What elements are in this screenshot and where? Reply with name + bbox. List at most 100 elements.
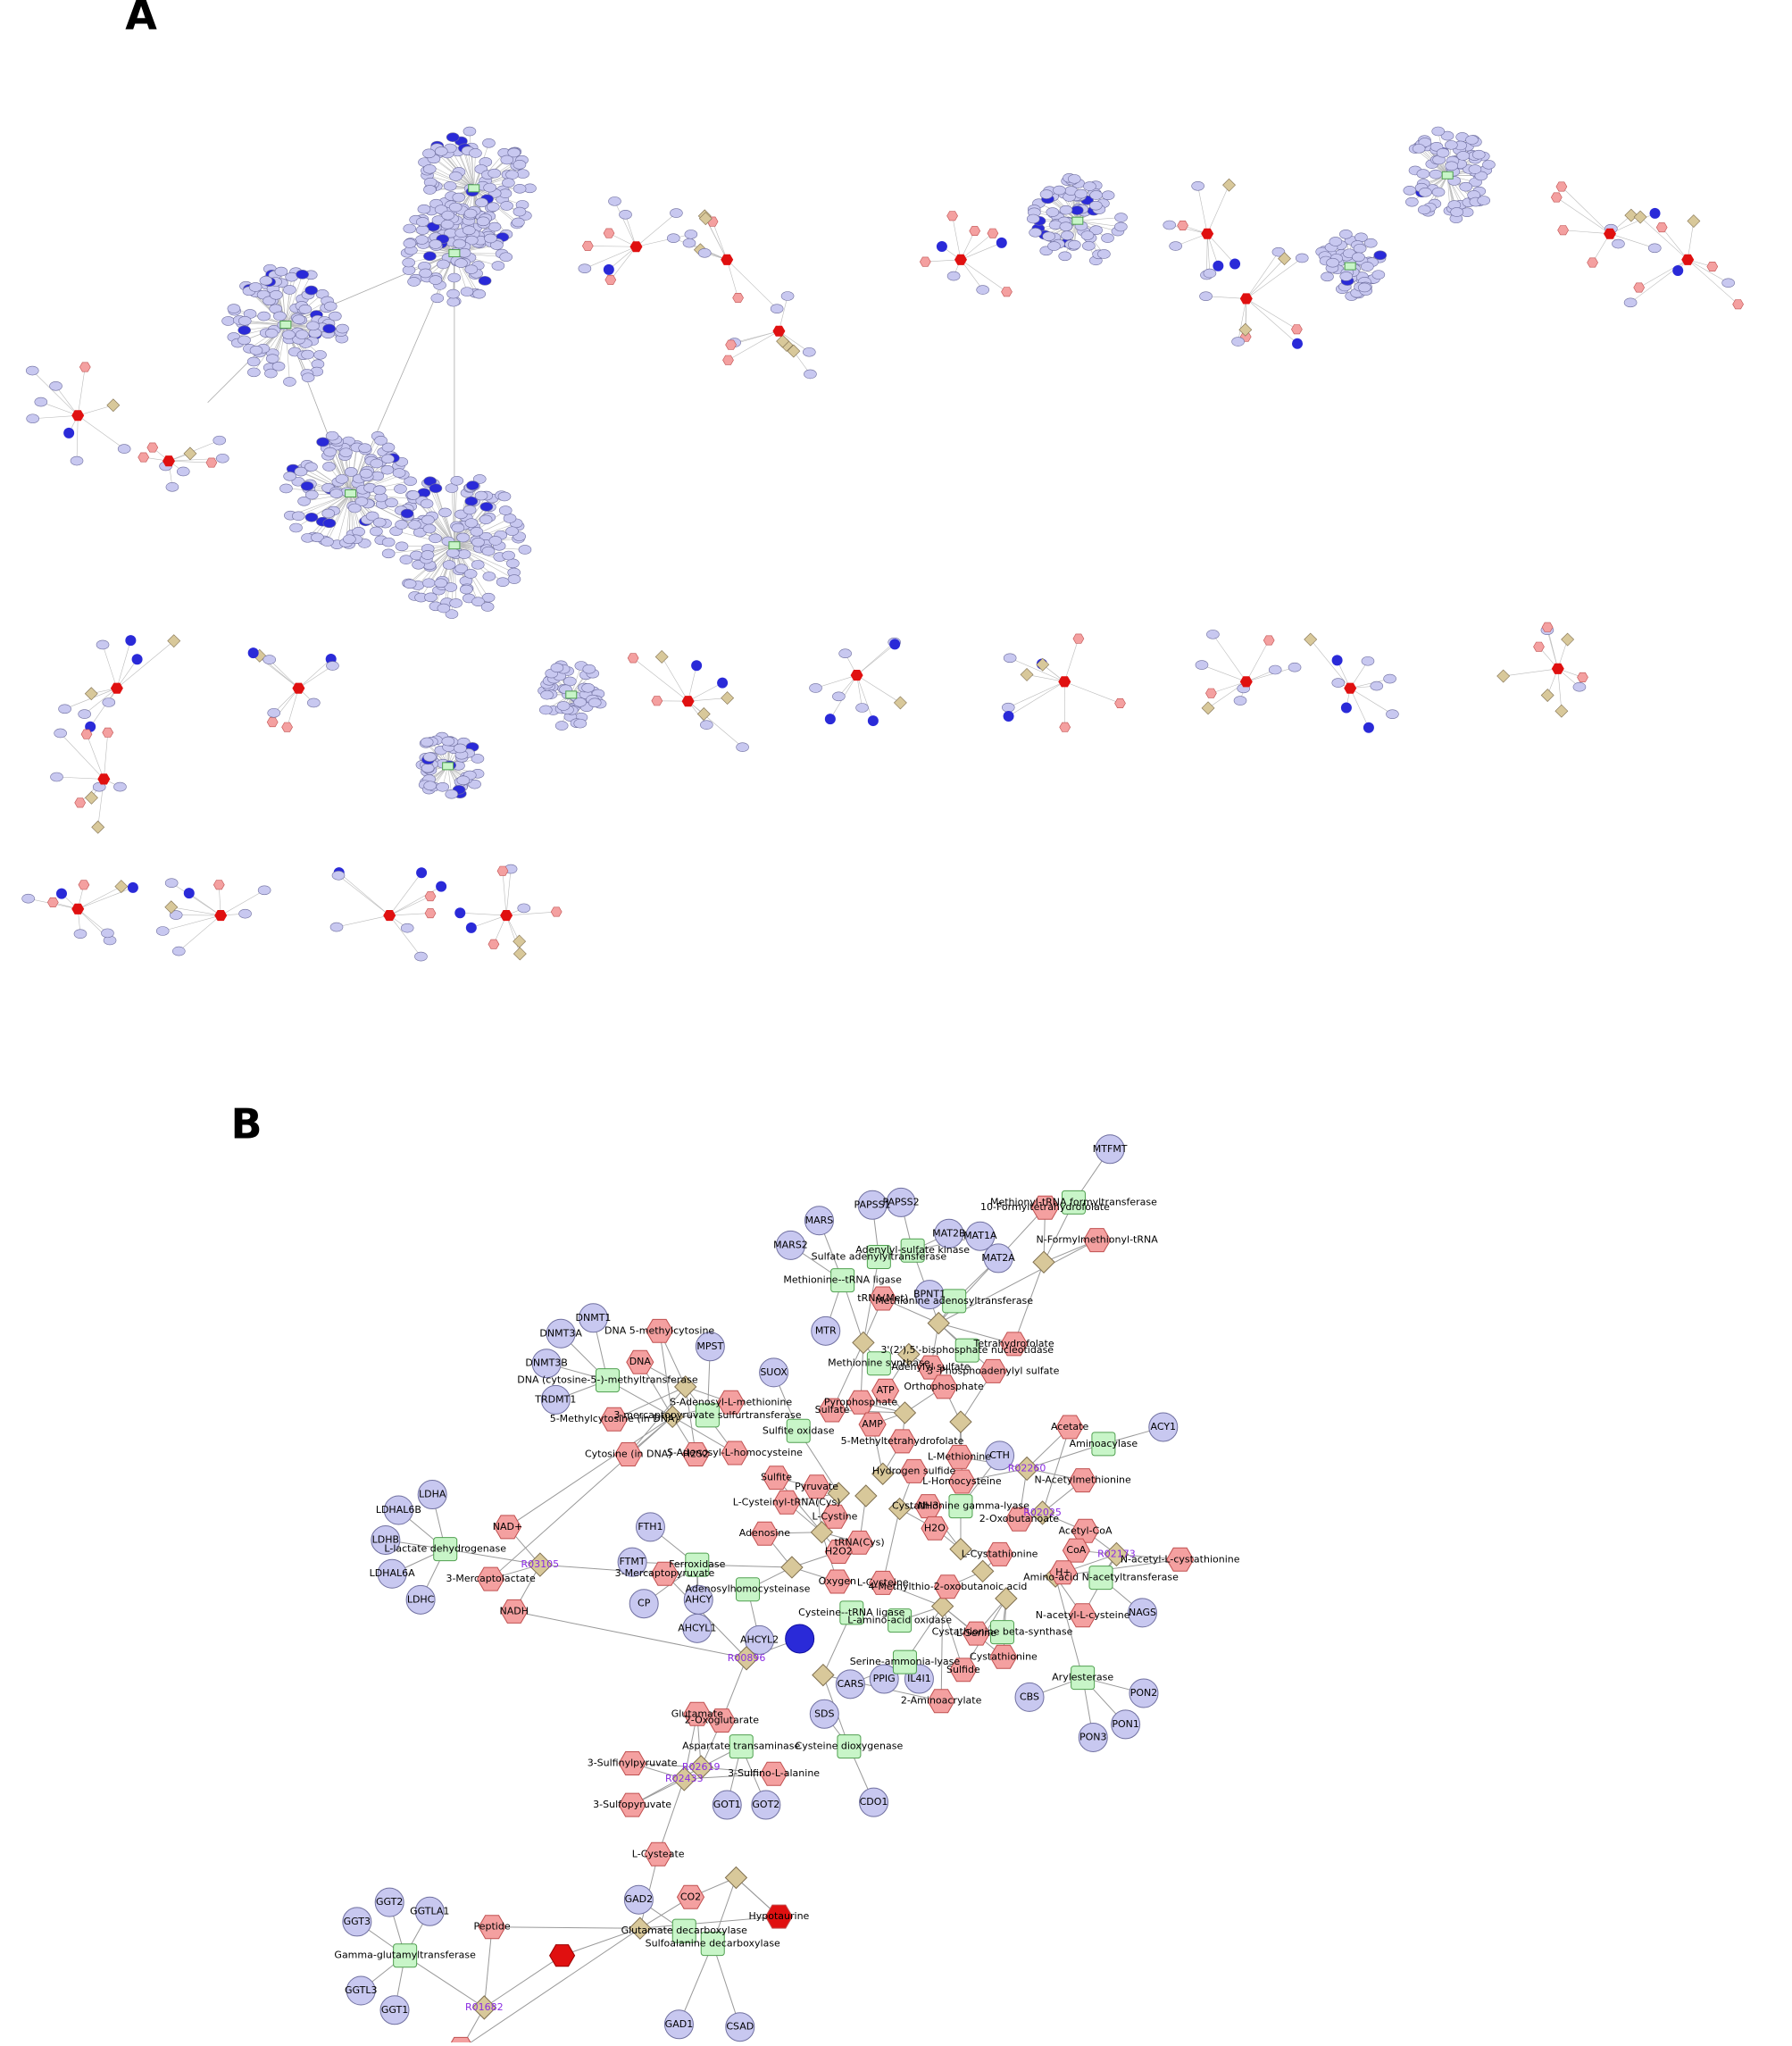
- overview-node: [418, 205, 430, 213]
- overview-metabolite: [1551, 193, 1562, 202]
- overview-node: [1451, 207, 1463, 216]
- overview-node: [213, 436, 226, 445]
- overview-node: [422, 579, 435, 588]
- overview-node: [424, 593, 437, 602]
- overview-node: [54, 729, 67, 738]
- overview-node: [1612, 239, 1624, 248]
- overview-node: [156, 927, 169, 936]
- overview-node: [1206, 630, 1219, 639]
- overview-node: [1371, 681, 1383, 690]
- overview-node: [1419, 188, 1431, 196]
- overview-metabolite: [81, 730, 92, 739]
- protein-label: PAPSS2: [883, 1196, 920, 1207]
- protein-label: MPST: [696, 1340, 723, 1352]
- overview-node: [343, 535, 355, 544]
- protein-label: SDS: [814, 1708, 834, 1719]
- overview-node: [1469, 165, 1481, 174]
- overview-metabolite: [1558, 226, 1569, 235]
- overview-node: [463, 505, 476, 514]
- overview-node: [454, 907, 465, 918]
- overview-node: [416, 867, 427, 878]
- overview-node: [500, 253, 513, 262]
- overview-node: [258, 886, 271, 895]
- overview-node: [1043, 232, 1055, 241]
- overview-node: [473, 289, 486, 298]
- overview-node: [1432, 188, 1445, 196]
- overview-node: [330, 923, 343, 931]
- overview-node: [498, 492, 511, 501]
- overview-node: [359, 444, 371, 453]
- overview-node: [59, 705, 71, 714]
- metabolite-label: DNA 5-methylcytosine: [604, 1324, 714, 1336]
- overview-node: [604, 264, 614, 275]
- overview-node: [1115, 213, 1128, 222]
- overview-metabolite: [79, 363, 90, 372]
- overview-node: [464, 569, 477, 578]
- overview-node: [74, 930, 87, 939]
- overview-node: [429, 484, 442, 493]
- overview-node: [1083, 182, 1096, 191]
- overview-metabolite: [970, 226, 980, 235]
- overview-metabolite: [628, 654, 638, 663]
- enzyme-label: Aminoacylase: [1070, 1438, 1138, 1449]
- metabolite-label: Acetyl-CoA: [1059, 1524, 1113, 1536]
- overview-node: [1332, 655, 1343, 665]
- overview-node: [1292, 338, 1303, 349]
- overview-node: [1027, 214, 1039, 223]
- overview-metabolite: [988, 229, 998, 238]
- overview-node: [305, 286, 318, 295]
- overview-node: [464, 209, 477, 218]
- overview-node: [579, 264, 591, 273]
- overview-node: [1029, 228, 1042, 237]
- overview-node: [479, 276, 491, 285]
- enzyme-label: Cystathionine beta-synthase: [932, 1626, 1073, 1638]
- metabolite-label: 3-Mercaptopyruvate: [615, 1567, 715, 1579]
- overview-node: [172, 947, 185, 956]
- overview-node: [1329, 237, 1342, 246]
- overview-node: [290, 523, 303, 532]
- overview-node: [441, 220, 454, 229]
- overview-node: [700, 721, 713, 730]
- protein-label: PON2: [1130, 1687, 1158, 1699]
- overview-node: [832, 692, 845, 701]
- panel-label: A: [125, 0, 157, 39]
- overview-node: [463, 226, 475, 235]
- overview-node: [449, 203, 462, 212]
- overview-node: [513, 160, 526, 169]
- overview-node: [477, 217, 489, 226]
- enzyme-label: Serine-ammonia-lyase: [850, 1656, 961, 1667]
- metabolite-label: N-acetyl-L-cysteine: [1036, 1609, 1130, 1621]
- overview-node: [283, 377, 296, 386]
- overview-node: [555, 722, 568, 731]
- overview-enzyme: [469, 185, 479, 192]
- overview-node: [370, 527, 382, 536]
- overview-node: [1047, 242, 1060, 251]
- metabolite-label: Hypotaurine: [748, 1910, 809, 1922]
- overview-metabolite: [582, 241, 593, 250]
- overview-node: [889, 639, 900, 649]
- overview-node: [539, 706, 552, 714]
- overview-node: [810, 683, 822, 692]
- overview-node: [403, 258, 415, 267]
- overview-node: [371, 459, 383, 468]
- protein-label: MAT1A: [963, 1230, 997, 1241]
- reaction-label: R02173: [1097, 1548, 1136, 1559]
- overview-metabolite: [79, 881, 89, 889]
- protein-label: GAD2: [625, 1893, 654, 1905]
- overview-node: [446, 548, 459, 557]
- overview-node: [504, 514, 516, 522]
- overview-metabolite: [551, 907, 562, 916]
- overview-node: [484, 234, 496, 243]
- overview-node: [1004, 654, 1016, 663]
- overview-node: [396, 520, 408, 529]
- enzyme-label: Cystathionine gamma-lyase: [892, 1500, 1029, 1512]
- overview-node: [1102, 234, 1114, 243]
- overview-node: [1372, 271, 1385, 280]
- overview-node: [1478, 196, 1490, 205]
- protein-label: PON3: [1079, 1731, 1107, 1742]
- overview-node: [1102, 191, 1114, 200]
- overview-node: [423, 753, 436, 762]
- overview-node: [457, 776, 470, 785]
- protein-label: MARS2: [773, 1239, 808, 1250]
- metabolite-label: Adenosine: [739, 1527, 791, 1539]
